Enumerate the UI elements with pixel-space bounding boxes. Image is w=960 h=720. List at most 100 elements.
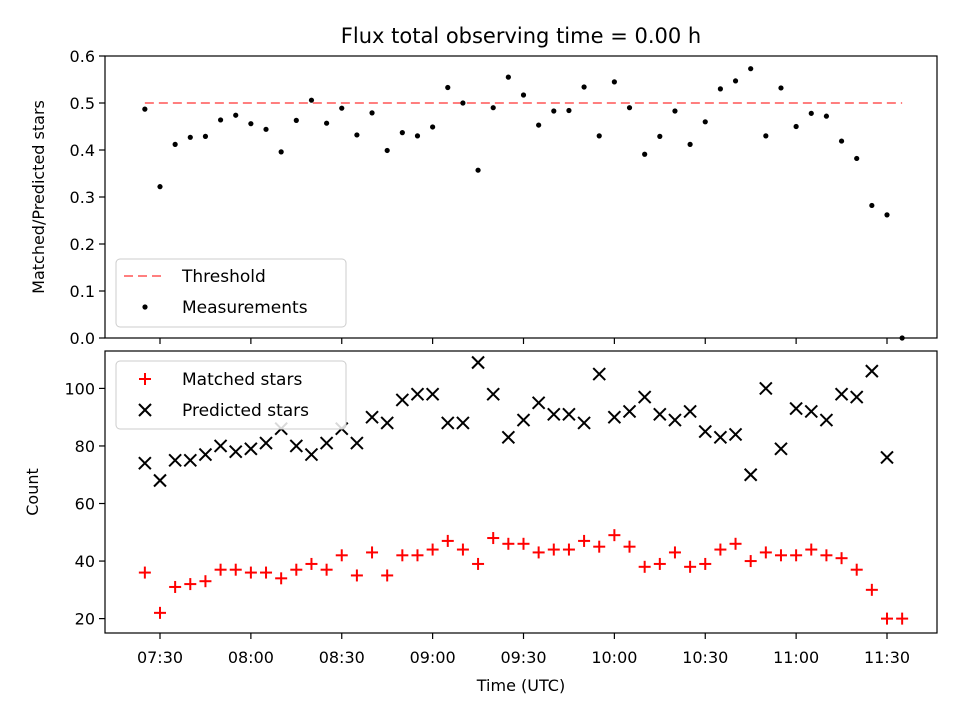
measurement-point (187, 134, 193, 140)
matched-star-point (774, 549, 787, 562)
measurement-point (748, 66, 754, 72)
predicted-star-point (743, 468, 758, 482)
matched-star-point (441, 534, 454, 547)
matched-star-point (865, 583, 878, 596)
predicted-star-point (668, 413, 682, 427)
measurement-point (248, 121, 254, 127)
predicted-star-point (804, 404, 818, 419)
measurement-point (884, 212, 890, 218)
chart-title: Flux total observing time = 0.00 h (341, 24, 701, 48)
legend-measurements-swatch (142, 304, 148, 310)
predicted-star-point (759, 381, 773, 396)
matched-star-point (335, 549, 348, 562)
measurement-point (475, 167, 481, 173)
matched-star-point (184, 578, 197, 591)
measurement-point (293, 117, 299, 123)
predicted-star-point (380, 416, 394, 430)
x-tick-label: 07:30 (137, 648, 183, 667)
matched-star-point (487, 532, 500, 545)
matched-star-point (820, 549, 833, 562)
predicted-star-point (819, 413, 834, 427)
predicted-star-point (774, 442, 788, 456)
matched-star-point (638, 560, 651, 573)
predicted-star-point (410, 387, 425, 401)
predicted-star-point (229, 445, 243, 459)
predicted-star-point (319, 436, 334, 450)
predicted-star-point (653, 407, 667, 422)
x-axis-label: Time (UTC) (476, 676, 565, 695)
predicted-star-point (607, 410, 622, 424)
top-x-ticks (159, 338, 888, 344)
measurement-point (702, 119, 708, 125)
matched-star-point (729, 537, 742, 550)
matched-star-point (653, 557, 666, 570)
measurement-point (414, 133, 421, 139)
matched-star-point (699, 557, 712, 570)
x-tick-label: 08:30 (319, 648, 365, 667)
measurement-point (460, 100, 466, 106)
top-y-tick-label: 0.4 (70, 141, 95, 160)
x-tick-label: 09:30 (500, 648, 546, 667)
predicted-star-point (395, 393, 410, 407)
predicted-star-point (213, 439, 228, 453)
predicted-stars-series (138, 355, 894, 488)
predicted-star-point (516, 413, 531, 427)
measurement-point (808, 110, 814, 116)
predicted-star-point (198, 447, 213, 462)
bottom-x-ticks: 07:30 08:00 08:30 09:00 09:30 10:00 10:30 11:00… (137, 633, 910, 667)
top-y-tick-label: 0.1 (70, 282, 95, 301)
measurement-point (793, 123, 799, 130)
predicted-star-point (441, 416, 455, 430)
matched-star-point (547, 543, 560, 556)
measurement-point (823, 113, 830, 119)
measurement-point (430, 124, 436, 130)
bottom-y-tick-label: 40 (75, 552, 95, 571)
measurement-point (854, 155, 860, 162)
predicted-star-point (698, 424, 712, 439)
matched-star-point (229, 563, 242, 576)
top-y-tick-label: 0.2 (70, 235, 95, 254)
predicted-star-point (865, 364, 879, 378)
measurement-point (369, 110, 375, 116)
top-y-axis-label: Matched/Predicted stars (29, 100, 48, 294)
ratio-panel: Flux total observing time = 0.00 h Match… (29, 24, 938, 348)
matched-star-point (608, 529, 621, 542)
matched-star-point (366, 546, 379, 559)
bottom-y-tick-label: 100 (64, 379, 95, 398)
measurement-point (732, 78, 739, 84)
predicted-star-point (456, 416, 470, 430)
matched-star-point (532, 546, 545, 559)
matched-star-point (668, 546, 681, 559)
top-y-tick-label: 0.0 (70, 329, 95, 348)
predicted-star-point (501, 430, 516, 445)
matched-star-point (472, 557, 485, 570)
x-tick-label: 08:00 (228, 648, 274, 667)
predicted-star-point (789, 401, 803, 416)
predicted-star-point (728, 427, 743, 442)
matched-star-point (517, 537, 530, 550)
measurement-point (505, 74, 511, 80)
matched-star-point (744, 555, 757, 568)
matched-star-point (260, 566, 273, 579)
predicted-star-point (547, 407, 561, 422)
predicted-star-point (183, 453, 197, 468)
matched-star-point (305, 557, 318, 570)
matched-star-point (835, 552, 848, 565)
measurement-point (672, 108, 678, 114)
measurement-point (233, 112, 239, 118)
measurement-point (142, 106, 148, 112)
matched-star-point (578, 534, 591, 547)
measurement-point (717, 86, 723, 92)
measurement-point (490, 105, 496, 111)
matched-star-point (396, 549, 409, 562)
measurement-point (566, 107, 572, 114)
matched-star-point (381, 569, 394, 582)
predicted-star-point (486, 387, 500, 401)
matched-stars-series (138, 529, 909, 625)
matched-star-point (350, 569, 363, 582)
predicted-star-point (531, 396, 546, 410)
measurements-series (142, 66, 905, 341)
predicted-star-point (713, 430, 728, 445)
predicted-star-point (153, 473, 167, 488)
